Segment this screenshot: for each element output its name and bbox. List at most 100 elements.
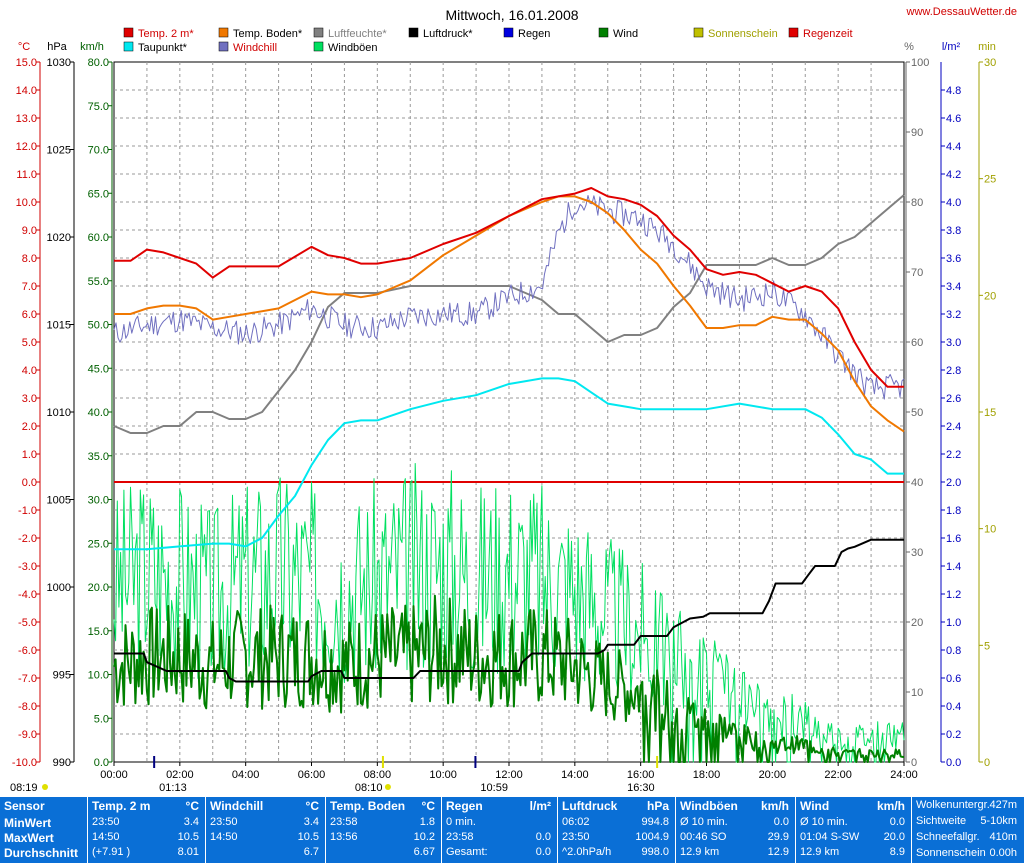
wind-axis-label: 10.0	[88, 670, 109, 682]
rain-axis-label: 4.0	[946, 197, 961, 209]
stats-cell-value: 12.9	[767, 846, 789, 858]
humidity-axis-label: 0	[911, 757, 917, 769]
stats-row: MaxWert	[4, 831, 81, 845]
stats-unit: °C	[421, 799, 435, 813]
sunset-label: 16:30	[627, 782, 655, 794]
sun-icon	[42, 784, 48, 790]
rain-axis-label: 3.6	[946, 253, 961, 265]
stats-cell-label: Wolkenuntergr.	[916, 799, 990, 811]
rain-axis-label: 3.4	[946, 281, 961, 293]
temp-axis-label: 0.0	[22, 477, 37, 489]
rain-axis-label: 3.2	[946, 309, 961, 321]
pressure-axis-label: 1015	[47, 320, 71, 332]
stats-cell-label: Ø 10 min.	[800, 816, 848, 828]
legend-swatch	[123, 27, 134, 38]
rain-axis-label: 0.6	[946, 673, 961, 685]
temp-axis-label: -9.0	[18, 729, 37, 741]
stats-cell-value: 8.01	[177, 846, 199, 858]
humidity-axis-label: 50	[911, 407, 923, 419]
sun-axis-label: 0	[984, 757, 990, 769]
temp-axis-label: 12.0	[16, 141, 37, 153]
stats-row: 6.67	[330, 846, 435, 860]
sunrise-label: 08:19	[10, 782, 38, 794]
x-label: 00:00	[100, 769, 128, 781]
stats-cell-value: 6.67	[413, 846, 435, 858]
legend-label: Regen	[518, 28, 550, 40]
temp-axis-label: 15.0	[16, 57, 37, 69]
temp-axis-label: 1.0	[22, 449, 37, 461]
stats-row: 23:50 3.4	[92, 816, 199, 830]
stats-cell-value: 29.9	[767, 831, 789, 843]
pressure-axis-label: 990	[53, 757, 71, 769]
axis-unit-rain: l/m²	[942, 41, 961, 53]
sun-axis-label: 15	[984, 407, 996, 419]
site-link[interactable]: www.DessauWetter.de	[906, 6, 1017, 18]
stats-column: Temp. 2 m °C 23:50 3.4 14:50 10.5 (+7.91 ) 8.01	[88, 797, 206, 863]
stats-cell-value: 410m	[989, 831, 1017, 843]
stats-column: Windböen km/h Ø 10 min. 0.0 00:46 SO 29.9 12.9…	[676, 797, 796, 863]
legend-swatch	[693, 27, 704, 38]
humidity-axis-label: 90	[911, 127, 923, 139]
stats-cell-label: 23:50	[210, 816, 238, 828]
rain-axis-label: 2.6	[946, 393, 961, 405]
temp-axis-label: 2.0	[22, 421, 37, 433]
stats-header: Windböen	[680, 799, 738, 813]
stats-cell-label: Sichtweite	[916, 815, 967, 827]
pressure-axis-label: 1000	[47, 582, 71, 594]
stats-cell-value: 0.0	[773, 816, 789, 828]
stats-row: Schneefallgr. 410m	[916, 831, 1017, 845]
x-label: 16:00	[627, 769, 655, 781]
series-layer	[113, 187, 905, 763]
stats-cell-label: 13:56	[330, 831, 358, 843]
rain-axis-label: 2.4	[946, 421, 961, 433]
stats-cell-label: 14:50	[92, 831, 120, 843]
wind-axis-label: 30.0	[88, 495, 109, 507]
rain-axis-label: 1.0	[946, 617, 961, 629]
legend-swatch	[123, 41, 134, 52]
stats-column: Wind km/h Ø 10 min. 0.0 01:04 S-SW 20.0 12.9 k…	[796, 797, 912, 863]
humidity-axis-label: 60	[911, 337, 923, 349]
series-luftfeuchte	[113, 194, 905, 434]
stats-cell-value: 994.8	[641, 816, 669, 828]
stats-cell-label: MaxWert	[4, 831, 54, 845]
stats-cell-value: 427m	[989, 799, 1017, 811]
stats-unit: hPa	[646, 799, 669, 813]
stats-row: Wolkenuntergr. 427m	[916, 799, 1017, 813]
sunrise-tick-label: 08:10	[355, 782, 383, 794]
stats-row: 23:58 1.8	[330, 816, 435, 830]
axis-unit-press: hPa	[47, 41, 67, 53]
temp-axis-label: 9.0	[22, 225, 37, 237]
rain-axis-label: 4.8	[946, 85, 961, 97]
axis-unit-temp: °C	[18, 41, 30, 53]
rain-axis-label: 3.8	[946, 225, 961, 237]
temp-axis-label: -5.0	[18, 617, 37, 629]
wind-axis-label: 75.0	[88, 101, 109, 113]
x-label: 14:00	[561, 769, 589, 781]
pressure-axis-label: 1020	[47, 232, 71, 244]
stats-cell-value: 1004.9	[635, 831, 669, 843]
sun-axis-label: 30	[984, 57, 996, 69]
stats-cell-label: 23:58	[446, 831, 474, 843]
chart-title: Mittwoch, 16.01.2008	[445, 7, 578, 23]
wind-axis-label: 55.0	[88, 276, 109, 288]
legend-label: Regenzeit	[803, 28, 853, 40]
legend-label: Windböen	[328, 42, 378, 54]
temp-axis-label: -8.0	[18, 701, 37, 713]
legend-swatch	[788, 27, 799, 38]
x-label: 04:00	[232, 769, 260, 781]
axis-unit-sun: min	[978, 41, 996, 53]
x-label: 12:00	[495, 769, 523, 781]
legend-label: Luftdruck*	[423, 28, 473, 40]
stats-cell-label: Ø 10 min.	[680, 816, 728, 828]
temp-axis-label: 7.0	[22, 281, 37, 293]
stats-row: 23:50 3.4	[210, 816, 319, 830]
stats-row: Ø 10 min. 0.0	[800, 816, 905, 830]
stats-header: Temp. 2 m	[92, 799, 151, 813]
humidity-axis-label: 100	[911, 57, 929, 69]
stats-row: (+7.91 ) 8.01	[92, 846, 199, 860]
stats-cell-label: 23:50	[562, 831, 590, 843]
legend-swatch	[598, 27, 609, 38]
x-label: 24:00	[890, 769, 918, 781]
stats-cell-value: 3.4	[183, 816, 199, 828]
stats-row: 14:50 10.5	[92, 831, 199, 845]
